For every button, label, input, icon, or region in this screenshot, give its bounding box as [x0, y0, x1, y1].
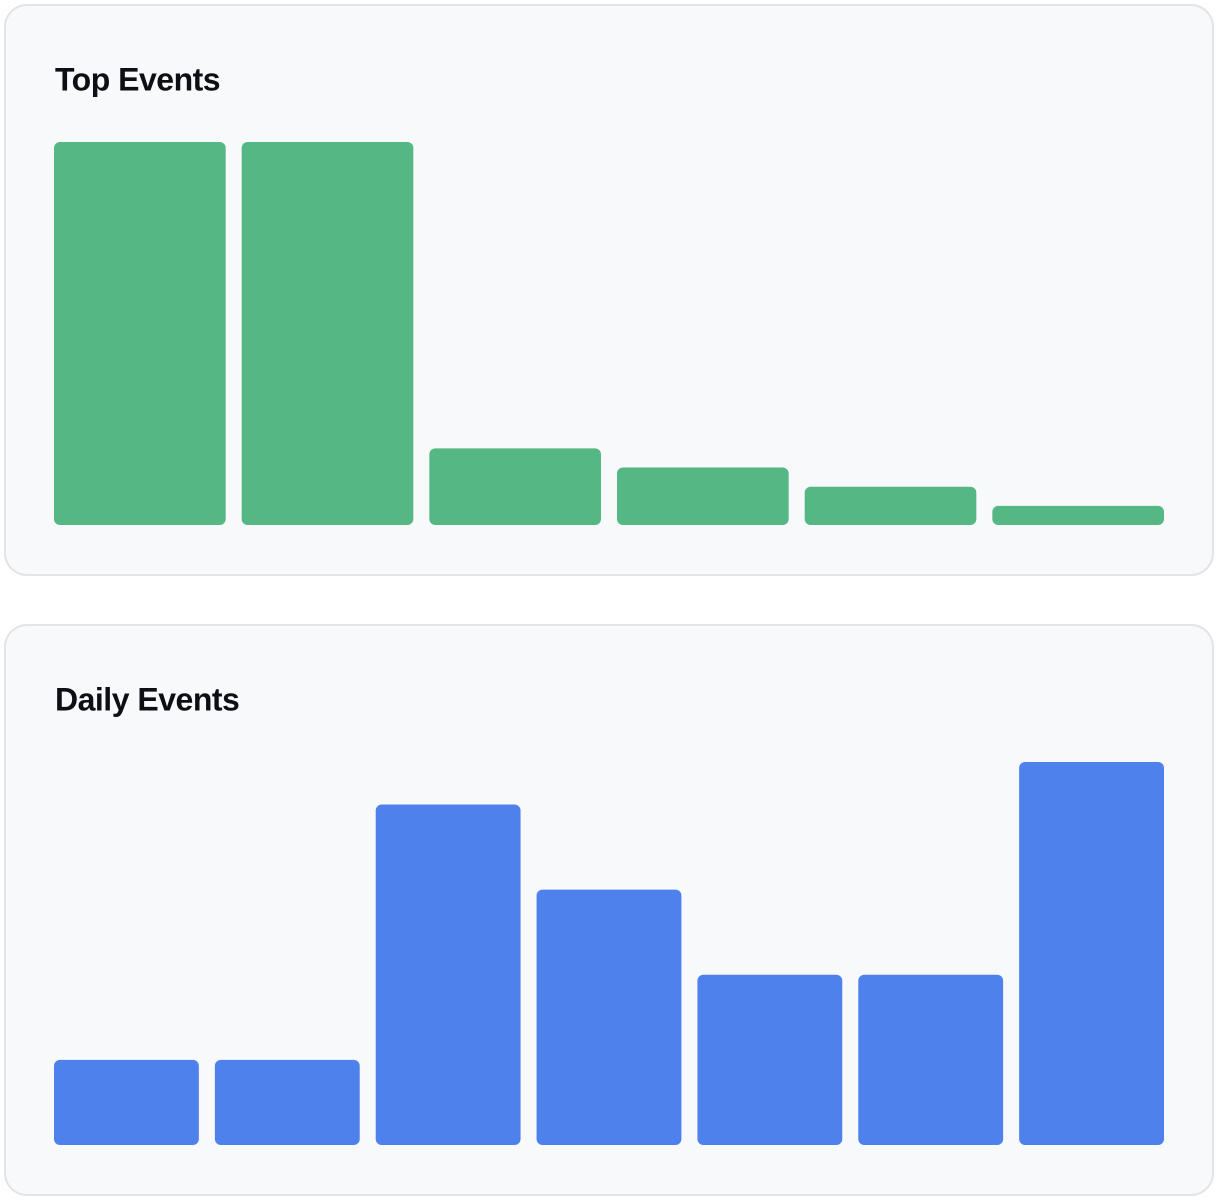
bar: [214, 1059, 360, 1145]
bar: [858, 974, 1004, 1145]
bar: [1019, 762, 1164, 1145]
bar: [536, 889, 682, 1145]
bar: [804, 486, 977, 525]
chart-title: Daily Events: [55, 681, 239, 717]
bar: [992, 505, 1164, 525]
bar: [429, 448, 601, 525]
bar: [617, 467, 789, 525]
bar: [54, 1059, 199, 1145]
bar: [241, 142, 414, 525]
bar: [54, 142, 226, 525]
chart-title: Top Events: [55, 61, 220, 97]
bar: [697, 974, 843, 1145]
bar: [375, 804, 521, 1145]
